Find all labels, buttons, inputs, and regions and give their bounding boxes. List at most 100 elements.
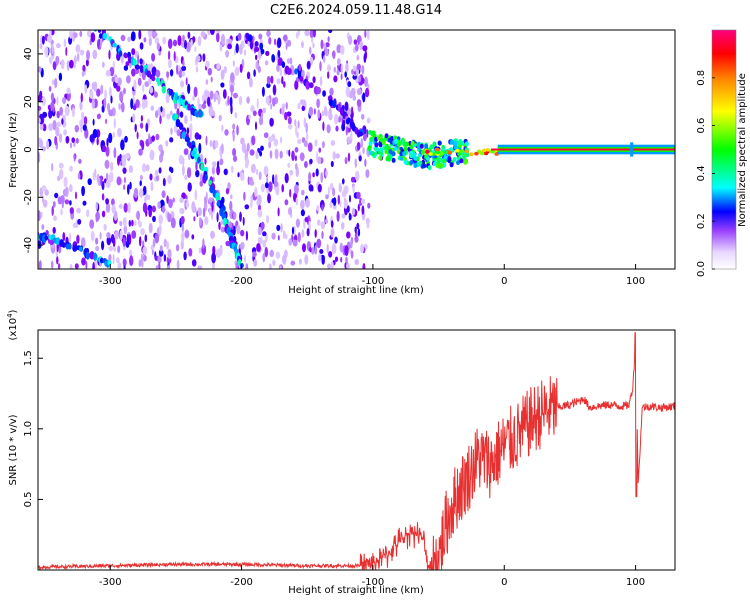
heatmap-cell — [257, 209, 263, 218]
heatmap-cell — [167, 248, 172, 259]
colorbar-tick-label: 0.8 — [696, 70, 707, 86]
heatmap-cell — [76, 207, 81, 214]
heatmap-cell — [103, 97, 107, 109]
heatmap-cell — [366, 30, 370, 40]
heatmap-cell — [297, 232, 301, 243]
heatmap-cell — [215, 30, 221, 34]
heatmap-cell — [352, 65, 357, 72]
heatmap-cell — [127, 36, 131, 43]
heatmap-cell — [176, 129, 181, 137]
heatmap-cell — [123, 176, 126, 184]
heatmap-cell — [41, 185, 47, 192]
heatmap-cell — [216, 212, 219, 223]
heatmap-cell — [336, 69, 340, 76]
heatmap-cell — [344, 101, 349, 112]
heatmap-carrier-cell — [403, 146, 408, 152]
heatmap-cell — [173, 51, 176, 62]
heatmap-cell — [230, 72, 235, 83]
heatmap-cell — [197, 207, 202, 217]
heatmap-cell — [157, 254, 162, 264]
heatmap-cell — [343, 199, 348, 209]
heatmap-cell — [191, 234, 195, 240]
heatmap-cell — [297, 30, 300, 37]
heatmap-cell — [194, 46, 197, 53]
heatmap-cell — [207, 67, 212, 76]
heatmap-cell — [192, 36, 196, 43]
heatmap-cell — [347, 152, 351, 162]
heatmap-cell — [332, 151, 336, 160]
heatmap-cell — [77, 218, 82, 225]
heatmap-cell — [163, 254, 167, 262]
heatmap-cell — [181, 65, 187, 71]
heatmap-cell — [42, 123, 47, 132]
heatmap-cell — [246, 71, 251, 80]
heatmap-cell — [204, 157, 207, 165]
heatmap-cell — [252, 251, 257, 258]
heatmap-cell — [54, 135, 58, 146]
heatmap-cell — [84, 84, 88, 94]
heatmap-carrier-cell — [465, 152, 470, 158]
heatmap-cell — [282, 34, 288, 42]
heatmap-cell — [148, 222, 153, 234]
heatmap-cell — [205, 60, 210, 68]
heatmap-cell — [307, 142, 313, 152]
heatmap-cell — [350, 238, 353, 249]
heatmap-cell — [262, 107, 267, 114]
heatmap-carrier-cell — [391, 151, 396, 157]
heatmap-cell — [353, 39, 358, 45]
heatmap-cell — [277, 207, 280, 217]
heatmap-cell — [186, 42, 191, 53]
heatmap-cell — [256, 243, 261, 252]
heatmap-cell — [220, 219, 224, 226]
heatmap-cell — [342, 119, 346, 127]
heatmap-cell — [274, 148, 279, 160]
heatmap-cell — [263, 165, 269, 176]
heatmap-cell — [230, 165, 234, 174]
heatmap-cell — [184, 39, 187, 50]
heatmap-cell — [86, 50, 90, 61]
heatmap-cell — [210, 30, 215, 35]
heatmap-cell — [149, 149, 155, 161]
heatmap-track-cell — [260, 48, 265, 55]
heatmap-cell — [92, 262, 95, 269]
heatmap-carrier-cell — [370, 137, 374, 143]
colorbar-ticks: 0.0 0.2 0.4 0.6 0.8 — [696, 70, 715, 277]
heatmap-cell — [281, 105, 285, 116]
heatmap-cell — [128, 165, 134, 174]
heatmap-track-cell — [139, 65, 144, 73]
heatmap-carrier-cell — [458, 139, 463, 144]
heatmap-cell — [329, 87, 334, 96]
heatmap-cell — [269, 263, 272, 269]
heatmap-cell — [124, 153, 130, 159]
heatmap-cell — [138, 259, 142, 267]
heatmap-cell — [103, 223, 107, 231]
heatmap-cell — [123, 87, 126, 95]
heatmap-cell — [185, 201, 190, 208]
heatmap-carrier-cell — [459, 149, 465, 153]
heatmap-cell — [116, 85, 121, 92]
heatmap-cell — [65, 46, 68, 56]
heatmap-cell — [124, 135, 128, 143]
heatmap-cell — [189, 129, 192, 141]
heatmap-cell — [293, 225, 296, 237]
heatmap-cell — [312, 30, 316, 38]
heatmap-cell — [141, 140, 145, 151]
heatmap-cell — [47, 34, 52, 44]
heatmap-cell — [288, 207, 292, 216]
heatmap-cell — [325, 42, 330, 48]
heatmap-cell — [324, 48, 329, 57]
heatmap-cell — [362, 263, 366, 269]
heatmap-cell — [56, 256, 59, 265]
heatmap-cell — [308, 220, 311, 231]
heatmap-track-cell — [204, 174, 208, 181]
heatmap-cell — [134, 68, 140, 75]
heatmap-track-cell — [249, 41, 254, 50]
heatmap-cell — [170, 167, 174, 174]
heatmap-cell — [350, 87, 356, 97]
heatmap-cell — [52, 120, 57, 131]
heatmap-cell — [344, 245, 349, 257]
heatmap-cell — [190, 39, 193, 48]
heatmap-cell — [233, 212, 237, 220]
heatmap-carrier-cell — [381, 140, 386, 146]
heatmap-cell — [158, 249, 164, 257]
